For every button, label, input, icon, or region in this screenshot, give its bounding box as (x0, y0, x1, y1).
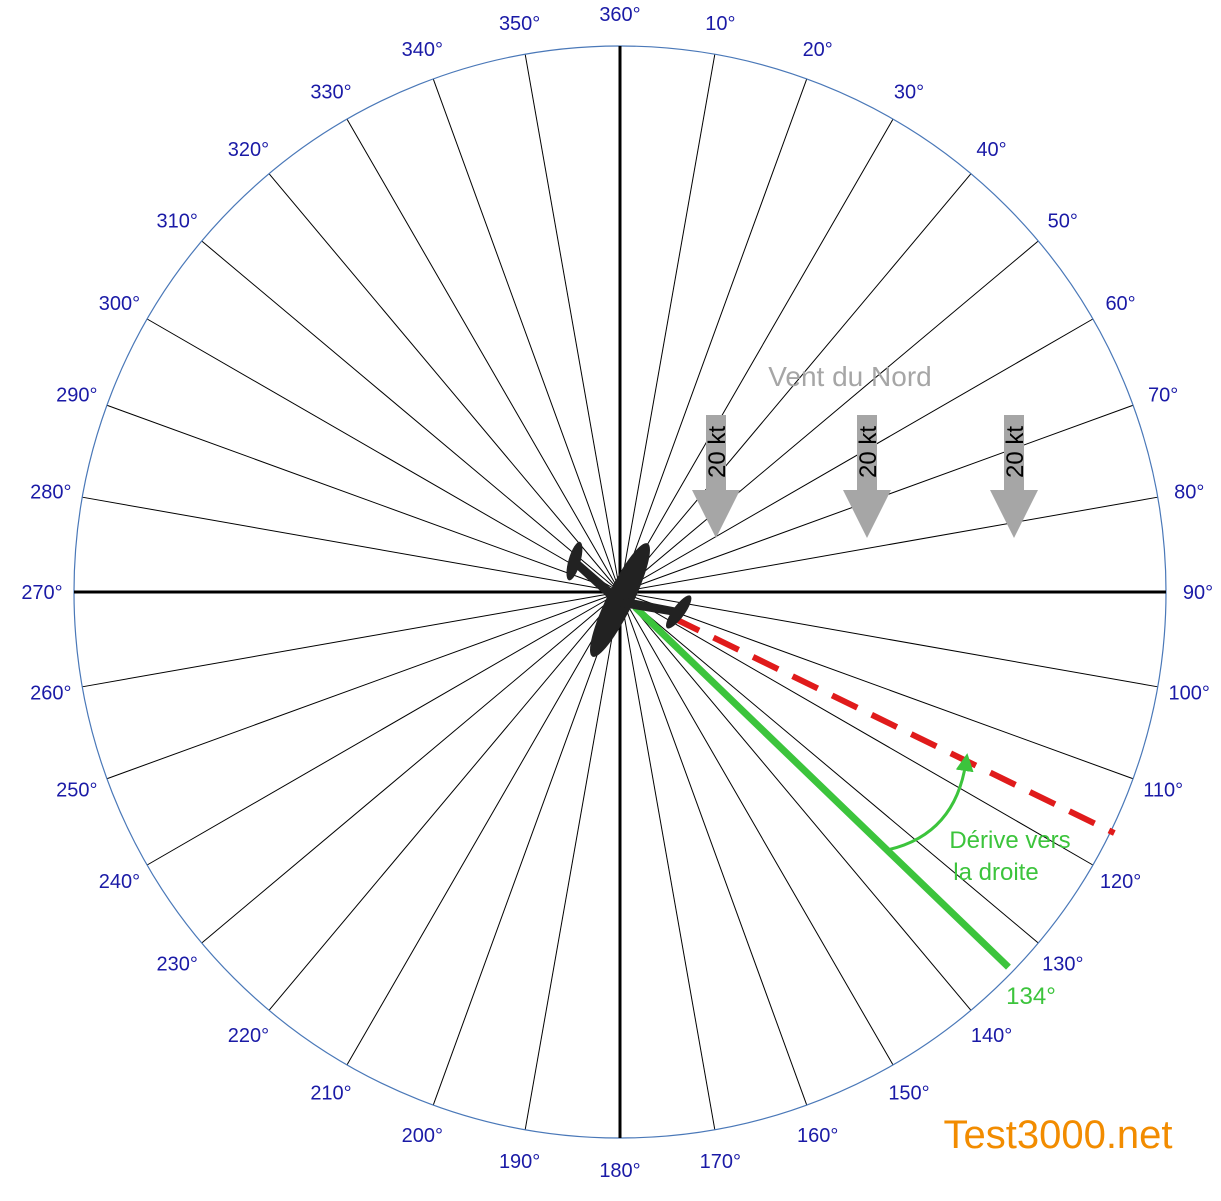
wind-arrow: 20 kt (692, 415, 740, 538)
degree-label: 160° (797, 1125, 838, 1147)
degree-label: 90° (1183, 582, 1213, 604)
radial-line (268, 173, 621, 593)
compass-radials (82, 54, 1158, 1130)
radial-line (82, 496, 621, 593)
degree-label: 60° (1105, 293, 1135, 315)
track-label: 134° (1006, 983, 1056, 1010)
degree-labels: 360° 10° 20° 30° 40° 50° 60° 70° 80° 90° 100° 110° 1… (21, 4, 1213, 1182)
brand-watermark: Test3000.net (943, 1113, 1172, 1157)
radial-line (619, 591, 1158, 688)
radial-line (619, 54, 716, 593)
degree-label: 80° (1174, 482, 1204, 504)
drift-arrow (886, 753, 974, 852)
radial-line (268, 591, 621, 1011)
degree-label: 340° (402, 39, 443, 61)
drift-label-line1: Dérive vers (949, 827, 1070, 854)
radial-line (201, 591, 621, 944)
degree-label: 100° (1169, 682, 1210, 704)
radial-line (619, 591, 808, 1106)
radial-line (619, 591, 1039, 944)
radial-line (106, 404, 621, 593)
radial-line (146, 591, 621, 866)
degree-label: 240° (99, 871, 140, 893)
degree-label: 180° (599, 1160, 640, 1182)
degree-label: 250° (56, 780, 97, 802)
degree-label: 150° (888, 1083, 929, 1105)
degree-label: 350° (499, 13, 540, 35)
airplane-icon (566, 541, 692, 657)
degree-label: 50° (1048, 210, 1078, 232)
wind-title: Vent du Nord (768, 361, 931, 392)
radial-line (146, 318, 621, 593)
degree-label: 140° (971, 1025, 1012, 1047)
degree-label: 320° (228, 139, 269, 161)
degree-label: 210° (310, 1083, 351, 1105)
radial-line (346, 591, 621, 1066)
radial-line (346, 118, 621, 593)
radial-line (524, 54, 621, 593)
radial-line (619, 591, 716, 1130)
radial-line (619, 591, 894, 1066)
radial-line (82, 591, 621, 688)
radial-line (432, 591, 621, 1106)
degree-label: 40° (976, 139, 1006, 161)
degree-label: 280° (30, 482, 71, 504)
drift-label-line2: la droite (953, 859, 1038, 886)
degree-label: 310° (157, 210, 198, 232)
degree-label: 360° (599, 4, 640, 26)
radial-line (619, 173, 972, 593)
radial-line (201, 240, 621, 593)
degree-label: 200° (402, 1125, 443, 1147)
wind-arrows: 20 kt 20 kt 20 kt (692, 415, 1038, 538)
radial-line (619, 591, 972, 1011)
degree-label: 30° (894, 81, 924, 103)
degree-label: 10° (705, 13, 735, 35)
degree-label: 230° (157, 954, 198, 976)
radial-line (619, 240, 1039, 593)
degree-label: 110° (1143, 780, 1183, 802)
radial-line (106, 591, 621, 780)
radial-line (619, 78, 808, 593)
degree-label: 290° (56, 384, 97, 406)
degree-label: 220° (228, 1025, 269, 1047)
degree-label: 190° (499, 1151, 540, 1173)
degree-label: 270° (21, 582, 62, 604)
degree-label: 330° (310, 81, 351, 103)
radial-line (432, 78, 621, 593)
degree-label: 130° (1042, 954, 1083, 976)
wind-speed-label: 20 kt (704, 426, 731, 478)
radial-line (619, 496, 1158, 593)
radial-line (524, 591, 621, 1130)
heading-line (672, 615, 1116, 836)
radial-line (619, 318, 1094, 593)
degree-label: 300° (99, 293, 140, 315)
wind-arrow: 20 kt (843, 415, 891, 538)
radial-line (619, 118, 894, 593)
track-line (632, 604, 1011, 970)
degree-label: 70° (1148, 384, 1178, 406)
wind-speed-label: 20 kt (1002, 426, 1029, 478)
degree-label: 170° (700, 1151, 741, 1173)
degree-label: 120° (1100, 871, 1141, 893)
degree-label: 260° (30, 682, 71, 704)
wind-speed-label: 20 kt (855, 426, 882, 478)
radial-line (619, 591, 1134, 780)
degree-label: 20° (803, 39, 833, 61)
radial-line (619, 591, 1094, 866)
wind-arrow: 20 kt (990, 415, 1038, 538)
